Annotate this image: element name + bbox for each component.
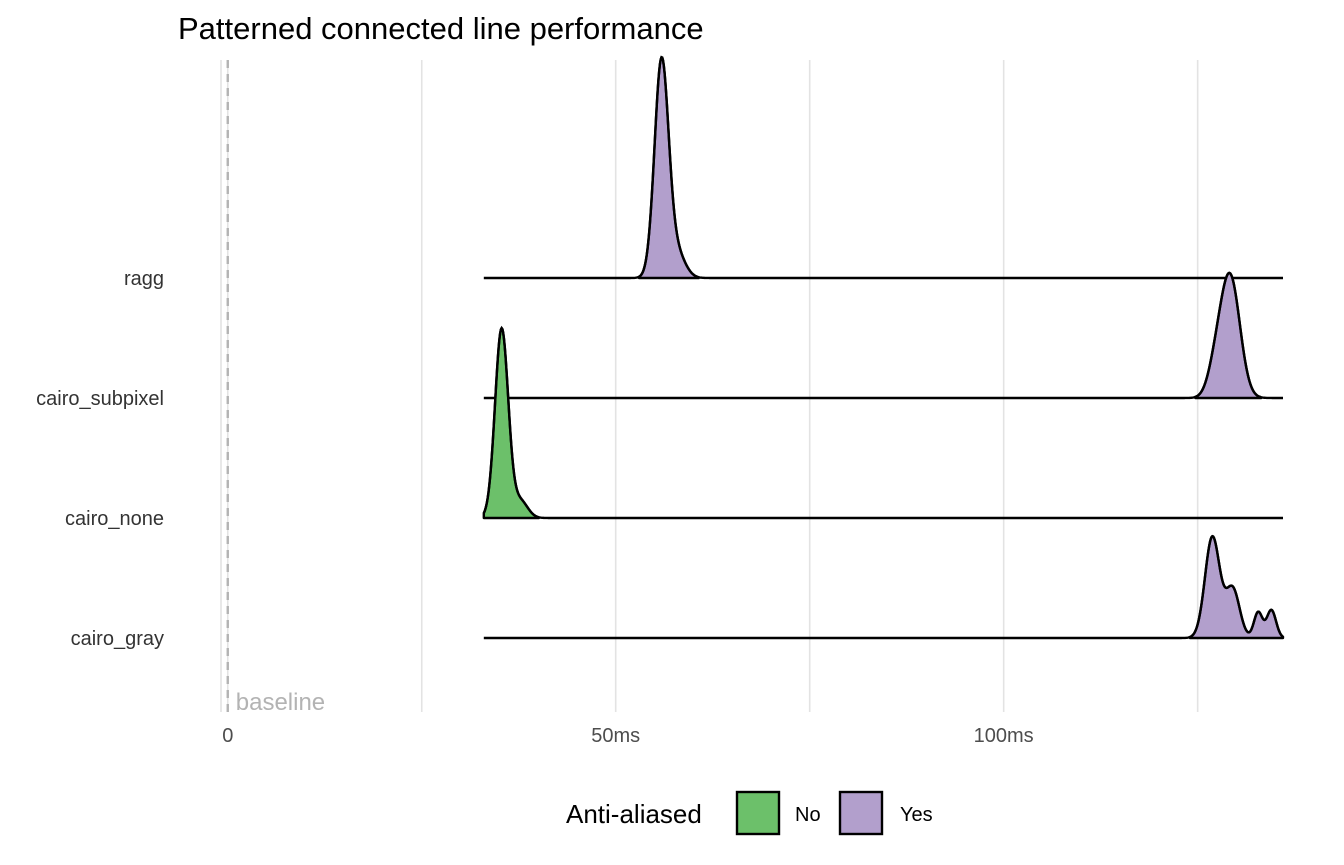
legend-swatch: [735, 790, 781, 836]
density-area-cairo_none: [482, 326, 541, 520]
x-axis-ticks: 0 50ms 100ms: [222, 725, 1033, 747]
chart-title: Patterned connected line performance: [178, 11, 704, 46]
x-tick-label: 0: [222, 725, 233, 747]
grid: [220, 60, 1199, 712]
ridge-backing: [483, 272, 1283, 398]
ridge-cairo_gray: [483, 534, 1285, 640]
ridges: [482, 55, 1285, 640]
y-axis-ticks: ragg cairo_subpixel cairo_none cairo_gray: [36, 268, 164, 650]
y-tick-label: ragg: [124, 268, 164, 290]
x-tick-label: 100ms: [974, 725, 1034, 747]
density-line-cairo_none: [482, 325, 1283, 520]
ridge-ragg: [483, 55, 1283, 280]
x-tick-label: 50ms: [591, 725, 640, 747]
density-line-cairo_subpixel: [483, 271, 1283, 400]
ridge-cairo_subpixel: [483, 271, 1283, 400]
legend: Anti-aliased No Yes: [566, 790, 933, 836]
legend-title: Anti-aliased: [566, 799, 702, 829]
y-tick-label: cairo_gray: [71, 628, 164, 650]
ridge-backing: [483, 57, 1283, 279]
density-line-cairo_gray: [483, 534, 1284, 640]
ridge-cairo_none: [482, 325, 1283, 520]
baseline-label: baseline: [236, 689, 325, 716]
y-tick-label: cairo_none: [65, 508, 164, 530]
baseline: baseline: [226, 60, 325, 716]
legend-label: Yes: [900, 804, 933, 826]
ridge-backing: [483, 536, 1283, 638]
y-tick-label: cairo_subpixel: [36, 388, 164, 410]
ridge-backing: [483, 328, 1283, 518]
legend-swatch: [838, 790, 884, 836]
legend-item-yes: Yes: [838, 790, 933, 836]
legend-item-no: No: [735, 790, 821, 836]
density-line-ragg: [483, 55, 1283, 280]
legend-label: No: [795, 804, 821, 826]
